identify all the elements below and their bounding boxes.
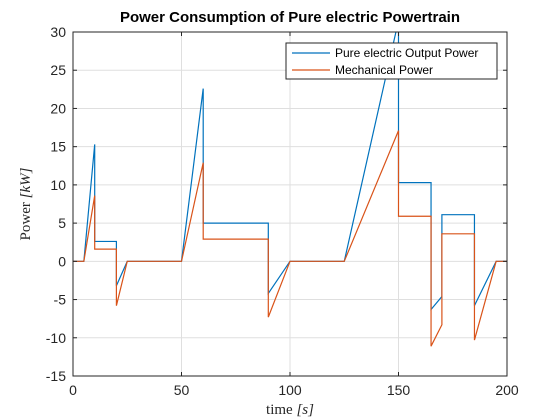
- y-tick-label: 10: [50, 177, 66, 193]
- ticks: [72, 31, 508, 377]
- series-layer: [73, 32, 507, 347]
- y-axis-label: Power [kW]: [18, 167, 34, 240]
- tick-labels: 0 50 100 150 200 -15 -10 -5 0 5 10 15 20 25 30: [46, 24, 519, 398]
- x-tick-label: 50: [174, 382, 190, 398]
- chart-title: Power Consumption of Pure electric Power…: [120, 9, 460, 26]
- y-axis-label-main: Power: [18, 202, 34, 240]
- y-tick-label: -5: [54, 292, 67, 308]
- y-tick-label: 30: [50, 24, 66, 40]
- legend-label-electric-output: Pure electric Output Power: [335, 46, 478, 60]
- x-tick-label: 100: [278, 382, 302, 398]
- y-axis-label-unit: [kW]: [18, 167, 34, 198]
- legend-box: [285, 42, 498, 80]
- x-axis-label-main: time: [266, 402, 293, 418]
- series-line-mechanical: [73, 130, 507, 347]
- x-tick-label: 0: [69, 382, 77, 398]
- y-tick-label: 0: [58, 253, 66, 269]
- y-tick-label: 25: [50, 62, 66, 78]
- y-tick-label: 15: [50, 139, 66, 155]
- x-axis-label: time [s]: [266, 402, 314, 418]
- legend-label-mechanical: Mechanical Power: [335, 63, 433, 77]
- series-line-electric-output: [73, 32, 507, 312]
- y-tick-label: -15: [46, 368, 66, 384]
- legend: Pure electric Output Power Mechanical Po…: [285, 42, 498, 80]
- y-tick-label: -10: [46, 330, 66, 346]
- x-tick-label: 200: [495, 382, 519, 398]
- x-axis-label-unit: [s]: [296, 402, 314, 418]
- x-tick-label: 150: [387, 382, 411, 398]
- y-tick-label: 20: [50, 100, 66, 116]
- y-tick-label: 5: [58, 215, 66, 231]
